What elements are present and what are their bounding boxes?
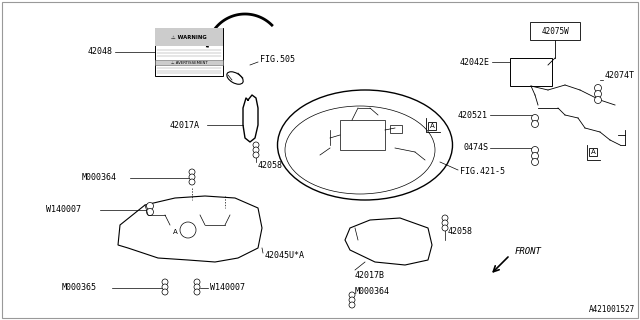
Circle shape — [162, 279, 168, 285]
Text: 42058: 42058 — [448, 228, 473, 236]
Text: W140007: W140007 — [210, 284, 245, 292]
Text: FIG.421-5: FIG.421-5 — [460, 167, 505, 177]
Circle shape — [189, 179, 195, 185]
Text: 42017B: 42017B — [355, 270, 385, 279]
Text: 420521: 420521 — [458, 110, 488, 119]
Circle shape — [531, 153, 538, 159]
Text: A: A — [173, 229, 177, 235]
Circle shape — [147, 209, 154, 215]
Text: M000364: M000364 — [82, 173, 117, 182]
Bar — [340, 120, 385, 150]
Text: 42074T: 42074T — [605, 70, 635, 79]
Text: 42058: 42058 — [258, 161, 283, 170]
Circle shape — [442, 225, 448, 231]
Text: 42048: 42048 — [88, 47, 113, 57]
Text: ⚠ WARNING: ⚠ WARNING — [171, 35, 207, 40]
Circle shape — [194, 284, 200, 290]
Text: 42017A: 42017A — [170, 121, 200, 130]
Circle shape — [349, 297, 355, 303]
Bar — [155, 28, 223, 76]
Text: W140007: W140007 — [46, 205, 81, 214]
Circle shape — [442, 220, 448, 226]
Circle shape — [253, 142, 259, 148]
Circle shape — [595, 97, 602, 103]
Bar — [390, 125, 402, 133]
Circle shape — [531, 115, 538, 122]
Circle shape — [189, 169, 195, 175]
Circle shape — [531, 121, 538, 127]
Circle shape — [531, 158, 538, 165]
Circle shape — [349, 292, 355, 298]
Circle shape — [162, 284, 168, 290]
Circle shape — [442, 215, 448, 221]
Text: FRONT: FRONT — [515, 247, 542, 257]
Circle shape — [595, 91, 602, 98]
Text: A421001527: A421001527 — [589, 305, 635, 314]
Circle shape — [253, 147, 259, 153]
Circle shape — [194, 289, 200, 295]
Circle shape — [253, 152, 259, 158]
Bar — [530, 22, 580, 40]
Text: ⚠ AVERTISSEMENT: ⚠ AVERTISSEMENT — [171, 60, 207, 65]
Text: 42045U*A: 42045U*A — [265, 251, 305, 260]
Circle shape — [189, 174, 195, 180]
Circle shape — [595, 84, 602, 92]
Circle shape — [147, 203, 154, 210]
Text: M000365: M000365 — [62, 284, 97, 292]
Circle shape — [531, 147, 538, 154]
Text: M000364: M000364 — [355, 287, 390, 297]
Text: 42042E: 42042E — [460, 58, 490, 67]
Circle shape — [194, 279, 200, 285]
Bar — [155, 60, 223, 65]
Text: A: A — [591, 149, 595, 155]
Text: A: A — [429, 123, 435, 129]
Text: 42075W: 42075W — [541, 27, 569, 36]
Bar — [510, 58, 552, 86]
Bar — [155, 28, 223, 46]
Text: 0474S: 0474S — [463, 143, 488, 153]
Text: FIG.505: FIG.505 — [260, 55, 295, 65]
Circle shape — [162, 289, 168, 295]
Circle shape — [349, 302, 355, 308]
